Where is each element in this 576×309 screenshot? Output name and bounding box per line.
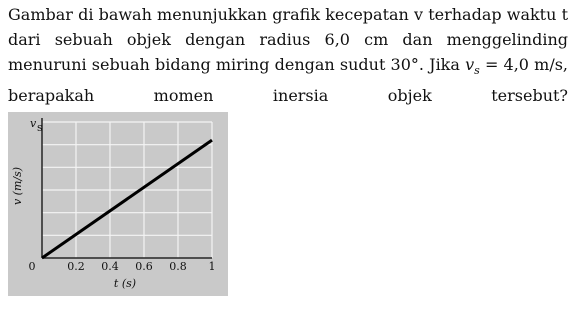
x-tick-label: 0.4 — [101, 260, 119, 273]
y-tick-subscript: s — [37, 121, 43, 134]
chart: v (m/s) t (s) 0 0.2 0.4 0.6 0.8 1 v s — [8, 112, 228, 296]
x-tick-label: 0.8 — [169, 260, 187, 273]
x-tick-label: 0.2 — [67, 260, 85, 273]
x-tick-label: 0 — [29, 260, 36, 273]
text: menuruni sebuah bidang miring dengan sud… — [8, 55, 460, 74]
question-line: dari sebuah objek dengan radius 6,0 cm d… — [8, 30, 568, 49]
math-var: v — [465, 55, 475, 74]
question-line: berapakah momen inersia objek tersebut? — [8, 86, 568, 106]
x-tick-label: 1 — [209, 260, 216, 273]
y-tick-label: v — [30, 117, 37, 130]
math-value: = 4,0 m/s, — [484, 55, 569, 74]
math-sub: s — [474, 64, 480, 78]
question: Gambar di bawah menunjukkan grafik kecep… — [8, 2, 568, 108]
x-axis-label: t (s) — [114, 277, 136, 290]
y-axis-label: v (m/s) — [11, 167, 24, 205]
data-line — [41, 138, 213, 260]
question-line: menuruni sebuah bidang miring dengan sud… — [8, 52, 568, 83]
x-tick-label: 0.6 — [135, 260, 153, 273]
question-line: Gambar di bawah menunjukkan grafik kecep… — [8, 5, 568, 24]
